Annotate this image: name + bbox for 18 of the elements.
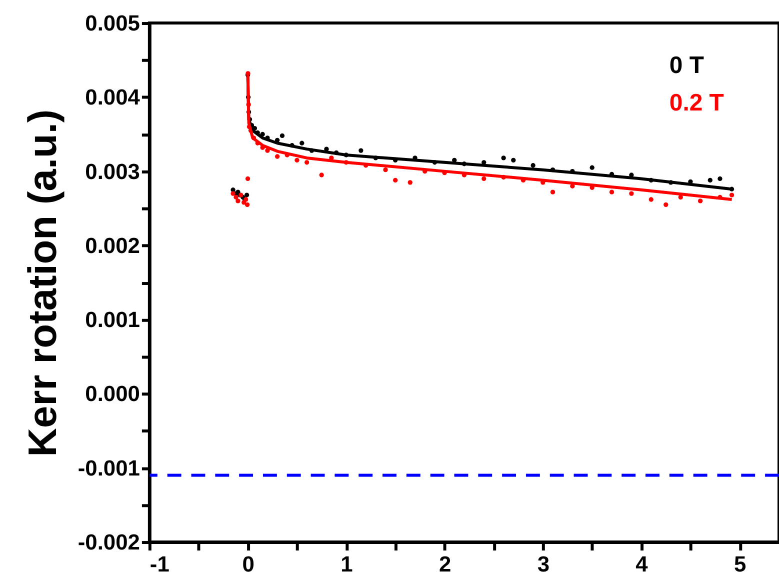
x-tick-label: 2 [438,551,452,576]
y-tick-label: 0.002 [85,232,140,258]
text: 0 T [669,52,704,79]
y-tick-label: -0.002 [78,529,140,554]
y-tick-label: 0.005 [85,10,140,36]
x-tick-label: -1 [150,551,170,576]
text: 0.2 T [669,90,724,117]
x-tick-label: 0 [242,551,254,576]
x-tick-label: 4 [636,551,649,576]
x-tick-label: 5 [734,551,746,576]
y-tick-label: 0.003 [85,158,140,184]
y-tick-label: 0.000 [85,381,140,406]
x-tick-label: 3 [537,551,550,576]
x-tick-label: 1 [340,551,353,576]
y-tick-label: 0.001 [85,307,140,332]
y-tick-label: -0.001 [78,455,140,480]
y-axis-title: Kerr rotation (a.u.) [20,109,65,457]
y-tick-label: 0.004 [85,84,141,110]
